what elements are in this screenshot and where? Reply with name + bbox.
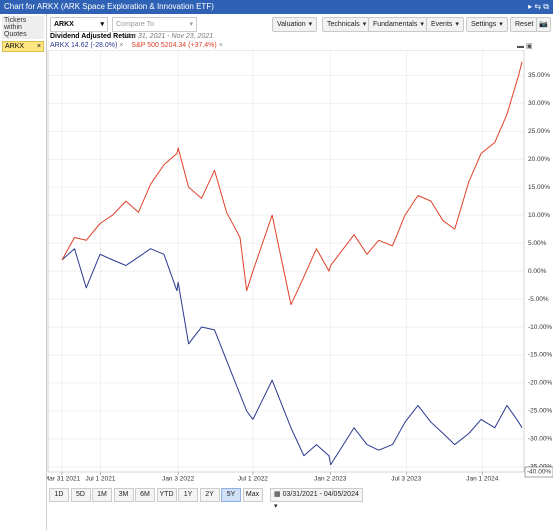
- toolbar-button[interactable]: Fundamentals ▾: [368, 17, 429, 32]
- y-tick-label: 10.00%: [528, 212, 550, 219]
- remove-icon[interactable]: ×: [36, 43, 41, 50]
- symbol-input[interactable]: ARKX ▾: [50, 17, 108, 32]
- series-line: [61, 248, 523, 466]
- caret: ▾: [420, 21, 424, 28]
- legend-entry: ARKX 14.62 (-28.0%) ×: [50, 42, 123, 49]
- toolbar-button[interactable]: Settings ▾: [466, 17, 508, 32]
- ticker-chip[interactable]: ARKX ×: [2, 41, 44, 52]
- range-button[interactable]: 5D: [70, 488, 91, 502]
- sidebar-title: Tickers within Quotes: [2, 16, 44, 39]
- range-button[interactable]: 2Y: [199, 488, 220, 502]
- button-label: Valuation: [277, 21, 306, 28]
- plot-area: [47, 50, 525, 473]
- legend-remove[interactable]: ×: [119, 42, 124, 49]
- ticker: ARKX: [5, 43, 25, 50]
- range-button[interactable]: 5Y: [221, 488, 241, 502]
- title-bar: Chart for ARKX (ARK Space Exploration & …: [0, 0, 553, 14]
- legend-entry: S&P 500 5204.34 (+37.4%) ×: [131, 42, 222, 49]
- y-tick-label: -5.00%: [528, 296, 549, 303]
- date-range-text: 03/31/2021 - 04/05/2024: [282, 491, 359, 498]
- legend-value: 14.62 (-28.0%): [71, 42, 118, 49]
- toolbar-button[interactable]: Technicals ▾: [322, 17, 372, 32]
- range-button[interactable]: YTD: [156, 488, 177, 502]
- legend: ARKX 14.62 (-28.0%) × S&P 500 5204.34 (+37…: [50, 42, 231, 49]
- button-label: Events: [431, 21, 453, 28]
- y-tick-label: 35.00%: [528, 72, 550, 79]
- y-tick-label: -20.00%: [528, 380, 552, 387]
- button-label: Fundamentals: [373, 21, 418, 28]
- series-line: [61, 61, 523, 306]
- x-tick-label: Jan 1 2024: [466, 476, 499, 483]
- x-tick-label: Jul 1 2021: [85, 476, 115, 483]
- y-tick-label: 20.00%: [528, 156, 550, 163]
- chart-title: Dividend Adjusted Return: [50, 33, 136, 40]
- legend-remove[interactable]: ×: [218, 42, 223, 49]
- x-tick-label: Jan 2 2023: [314, 476, 347, 483]
- sidebar: Tickers within Quotes ARKX ×: [0, 14, 47, 530]
- window-title: Chart for ARKX (ARK Space Exploration & …: [4, 2, 214, 11]
- y-tick-label: 25.00%: [528, 128, 550, 135]
- caret: ▾: [455, 21, 459, 28]
- y-bottom-box: [524, 466, 553, 478]
- caret: ▾: [362, 21, 367, 28]
- legend-name: ARKX: [50, 42, 70, 49]
- button-label: Settings: [471, 21, 497, 28]
- range-button[interactable]: 1Y: [178, 488, 198, 502]
- y-tick-label: -15.00%: [528, 352, 552, 359]
- camera-button[interactable]: 📷: [536, 17, 551, 32]
- x-tick-label: Jul 3 2023: [391, 476, 421, 483]
- y-tick-label: -30.00%: [528, 436, 552, 443]
- date-range[interactable]: ▦ 03/31/2021 - 04/05/2024 ▾: [270, 488, 363, 510]
- x-tick-label: Jan 3 2022: [162, 476, 195, 483]
- y-tick-label: 0.00%: [528, 268, 547, 275]
- reset-button[interactable]: Reset: [510, 17, 539, 32]
- x-tick-label: Mar 31 2021: [47, 476, 81, 483]
- range-button[interactable]: 1D: [49, 488, 69, 502]
- compare-input[interactable]: Compare To ▾: [112, 17, 197, 32]
- range-button[interactable]: 1M: [92, 488, 112, 502]
- caret: ▾: [499, 21, 503, 28]
- caret: ▾: [308, 21, 313, 28]
- chart-subtitle: Mar 31, 2021 - Nov 23, 2021: [124, 33, 214, 40]
- legend-value: 5204.34 (+37.4%): [160, 42, 217, 49]
- y-tick-label: -25.00%: [528, 408, 552, 415]
- symbol: ARKX: [54, 21, 74, 28]
- y-tick-label: 5.00%: [528, 240, 547, 247]
- legend-name: S&P 500: [131, 42, 159, 49]
- range-button[interactable]: Max: [242, 488, 263, 502]
- y-tick-label: 15.00%: [528, 184, 550, 191]
- range-button[interactable]: 3M: [113, 488, 134, 502]
- window-icons[interactable]: ▸ ⇆ ⧉: [528, 2, 549, 11]
- panel-icons[interactable]: ▬ ▣: [517, 43, 533, 50]
- placeholder: Compare To: [116, 21, 155, 28]
- y-tick-label: -10.00%: [528, 324, 552, 331]
- x-tick-label: Jul 1 2022: [238, 476, 268, 483]
- toolbar-button[interactable]: Events ▾: [426, 17, 464, 32]
- button-label: Technicals: [327, 21, 360, 28]
- toolbar-button[interactable]: Valuation ▾: [272, 17, 318, 32]
- chart: 35.00% 30.00% 25.00% 20.00% 15.00% 10.00% 5.00…: [47, 50, 553, 483]
- range-button[interactable]: 6M: [135, 488, 155, 502]
- y-bottom-label: -40.00%: [527, 469, 551, 476]
- y-tick-label: 30.00%: [528, 100, 550, 107]
